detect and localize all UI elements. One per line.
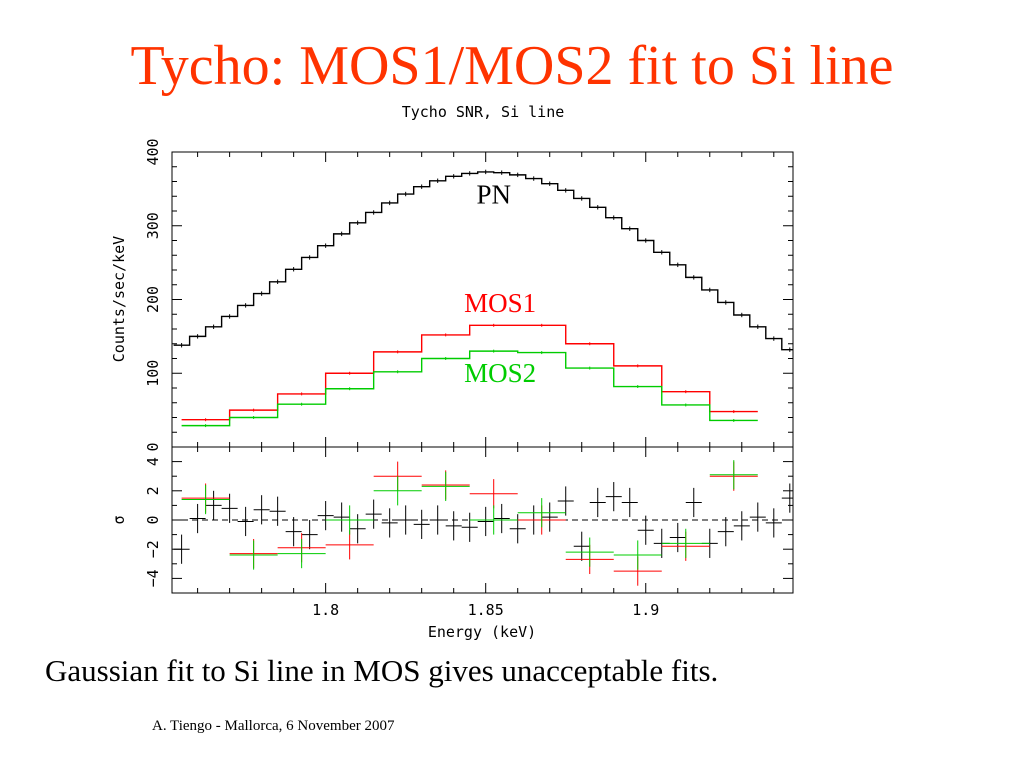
top-y-tick-label: 400 — [144, 138, 162, 165]
residual-point-pn — [557, 486, 574, 516]
residual-point-pn — [477, 506, 494, 537]
residual-point-pn — [781, 483, 793, 513]
residual-point-mos1 — [325, 530, 374, 560]
top-panel-series — [173, 169, 793, 428]
residual-point-pn — [685, 487, 702, 518]
bottom-y-tick-label: 4 — [144, 457, 162, 466]
residual-point-pn — [621, 487, 638, 518]
residual-point-pn — [461, 512, 478, 542]
residual-point-pn — [253, 495, 270, 525]
residual-point-pn — [365, 499, 382, 529]
residual-point-mos2 — [469, 505, 518, 535]
residual-point-pn — [429, 505, 446, 535]
residual-point-mos2 — [613, 540, 662, 570]
residual-point-pn — [509, 514, 526, 544]
top-y-tick-label: 100 — [144, 360, 162, 387]
residual-point-pn — [397, 505, 414, 535]
residual-point-pn — [605, 482, 622, 512]
residual-point-pn — [573, 531, 590, 561]
residual-point-pn — [317, 501, 334, 531]
top-y-axis-label: Counts/sec/keV — [110, 236, 128, 362]
residual-point-pn — [173, 534, 190, 564]
slide-caption: Gaussian fit to Si line in MOS gives una… — [45, 653, 719, 688]
residual-point-pn — [669, 522, 686, 553]
residual-point-mos2 — [709, 460, 758, 490]
residual-point-pn — [269, 496, 286, 526]
residual-point-pn — [189, 503, 206, 534]
residual-point-pn — [285, 517, 302, 547]
residual-point-pn — [333, 502, 350, 532]
slide-title: Tycho: MOS1/MOS2 fit to Si line — [130, 35, 894, 97]
residual-point-mos1 — [469, 479, 518, 509]
residual-point-pn — [205, 490, 222, 520]
step-line-mos1 — [181, 324, 758, 421]
annotation-pn: PN — [476, 180, 511, 210]
residual-point-mos2 — [565, 537, 614, 567]
series-annotations: PN MOS1 MOS2 — [464, 180, 536, 388]
top-y-tick-label: 300 — [144, 212, 162, 239]
bottom-y-tick-label: −2 — [144, 540, 162, 558]
slide-footer: A. Tiengo - Mallorca, 6 November 2007 — [152, 718, 395, 734]
top-y-tick-label: 200 — [144, 286, 162, 313]
residual-point-pn — [541, 502, 558, 532]
x-axis-label: Energy (keV) — [428, 623, 536, 641]
residual-point-pn — [717, 517, 734, 547]
tick-marks — [172, 151, 793, 594]
chart-title: Tycho SNR, Si line — [402, 103, 565, 121]
residual-point-pn — [301, 520, 318, 550]
residual-point-pn — [765, 508, 782, 538]
x-tick-label: 1.85 — [468, 601, 504, 619]
x-tick-label: 1.9 — [632, 601, 659, 619]
residual-point-mos2 — [325, 505, 374, 535]
residual-point-pn — [637, 515, 654, 545]
bottom-y-tick-label: 2 — [144, 486, 162, 495]
x-tick-label: 1.8 — [312, 601, 339, 619]
residual-point-pn — [493, 503, 510, 534]
residual-point-pn — [589, 487, 606, 518]
bottom-y-tick-label: 0 — [144, 515, 162, 524]
residual-point-mos2 — [421, 471, 470, 502]
residual-point-pn — [733, 511, 750, 541]
residual-series — [173, 460, 793, 586]
step-line-mos2 — [181, 350, 758, 427]
tick-labels: 1.8 1.85 1.9 0 100 200 300 400 −4 −2 0 2 4 — [144, 138, 659, 619]
residual-point-pn — [237, 506, 254, 537]
residual-point-mos2 — [661, 528, 710, 558]
residual-point-mos2 — [373, 476, 422, 506]
residual-point-pn — [749, 502, 766, 532]
residual-point-pn — [413, 509, 430, 539]
bottom-y-tick-label: −4 — [144, 569, 162, 587]
residual-point-mos2 — [517, 498, 566, 528]
residual-point-mos2 — [229, 540, 278, 570]
residual-point-mos2 — [181, 484, 230, 515]
residual-point-pn — [445, 511, 462, 541]
residual-point-pn — [381, 508, 398, 538]
bottom-y-axis-label: σ — [110, 515, 128, 524]
residual-point-pn — [349, 514, 366, 544]
top-y-tick-label: 0 — [144, 442, 162, 451]
annotation-mos1: MOS1 — [464, 288, 536, 318]
residual-point-mos2 — [277, 538, 326, 569]
annotation-mos2: MOS2 — [464, 358, 536, 388]
